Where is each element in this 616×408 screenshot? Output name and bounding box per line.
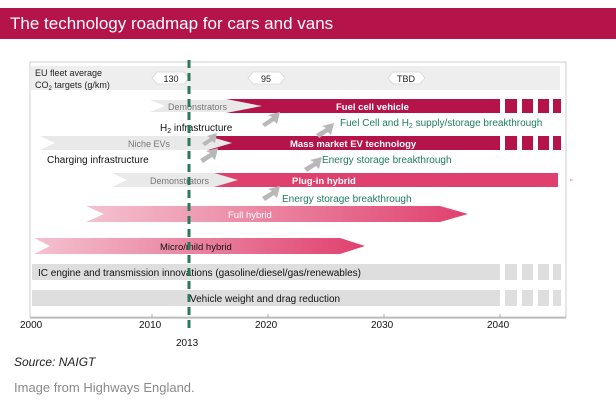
fuel-cell-supply-label: Fuel Cell and H2 supply/storage breakthr… bbox=[340, 118, 542, 130]
ic-engine-bar bbox=[32, 264, 500, 280]
transition-arrow-phev bbox=[262, 186, 280, 201]
ic-engine-label: IC engine and transmission innovations (… bbox=[38, 268, 361, 279]
target-130-badge: 130 bbox=[151, 71, 190, 85]
current-year-label: 2013 bbox=[176, 338, 199, 349]
demonstrators-phev-label: Demonstrators bbox=[150, 176, 210, 186]
ic-engine-dashes bbox=[505, 264, 561, 280]
x-tick-label: 2040 bbox=[487, 320, 510, 331]
energy-storage-label-1: Energy storage breakthrough bbox=[322, 155, 452, 166]
transition-arrow-ev bbox=[304, 157, 322, 172]
charging-infrastructure-label: Charging infrastructure bbox=[47, 155, 149, 166]
targets-band bbox=[30, 66, 560, 90]
transition-arrow-h2 bbox=[262, 112, 280, 127]
vehicle-weight-bar bbox=[32, 290, 500, 306]
plug-in-hybrid-label: Plug-in hybrid bbox=[292, 176, 356, 187]
energy-storage-label-2: Energy storage breakthrough bbox=[282, 194, 412, 205]
transition-arrow-niche bbox=[200, 148, 218, 163]
micro-mild-hybrid-label: Micro/mild hybrid bbox=[160, 242, 232, 253]
micro-mild-hybrid-arrow bbox=[34, 238, 365, 254]
mass-market-ev-bar bbox=[208, 136, 500, 150]
demonstrators-fc-label: Demonstrators bbox=[168, 102, 228, 112]
x-tick-label: 2000 bbox=[20, 320, 43, 331]
x-tick-label: 2010 bbox=[139, 320, 162, 331]
plug-in-hybrid-bar bbox=[214, 173, 558, 187]
h2-infrastructure-label: H2 infrastructure bbox=[160, 123, 233, 135]
vehicle-weight-dashes bbox=[505, 290, 561, 306]
transition-arrow-fcstore bbox=[202, 133, 217, 146]
source-note: Source: NAIGT bbox=[14, 355, 96, 369]
x-axis-ticks bbox=[151, 314, 501, 318]
chart-frame bbox=[29, 61, 567, 318]
targets-label-line2: CO2 targets (g/km) bbox=[35, 80, 110, 92]
ev-dashes bbox=[505, 136, 561, 150]
page-title: The technology roadmap for cars and vans bbox=[10, 14, 334, 33]
svg-text:95: 95 bbox=[261, 74, 271, 84]
mass-market-ev-label: Mass market EV technology bbox=[290, 139, 417, 150]
niche-evs-arrow bbox=[40, 136, 262, 150]
transition-arrows bbox=[200, 112, 334, 201]
full-hybrid-label: Full hybrid bbox=[228, 210, 272, 221]
plug-in-hybrid-tail bbox=[570, 179, 574, 181]
image-credit: Image from Highways England. bbox=[14, 380, 195, 395]
demonstrators-phev-arrow bbox=[112, 173, 258, 187]
niche-evs-label: Niche EVs bbox=[128, 139, 171, 149]
fuel-cell-vehicle-bar bbox=[226, 99, 500, 113]
vehicle-weight-label: Vehicle weight and drag reduction bbox=[190, 294, 340, 305]
fuel-cell-vehicle-label: Fuel cell vehicle bbox=[336, 102, 409, 113]
svg-text:130: 130 bbox=[163, 74, 178, 84]
fuel-cell-dashes bbox=[505, 99, 561, 113]
x-tick-label: 2030 bbox=[371, 320, 394, 331]
svg-text:TBD: TBD bbox=[397, 74, 416, 84]
title-bar: The technology roadmap for cars and vans bbox=[0, 8, 616, 39]
targets-label-line1: EU fleet average bbox=[35, 68, 102, 78]
x-tick-label: 2020 bbox=[255, 320, 278, 331]
target-tbd-badge: TBD bbox=[387, 71, 426, 85]
roadmap-diagram: EU fleet average CO2 targets (g/km) 130 … bbox=[20, 60, 574, 349]
full-hybrid-arrow bbox=[86, 206, 468, 222]
transition-arrow-fcsupply bbox=[316, 123, 334, 138]
target-95-badge: 95 bbox=[247, 71, 286, 85]
